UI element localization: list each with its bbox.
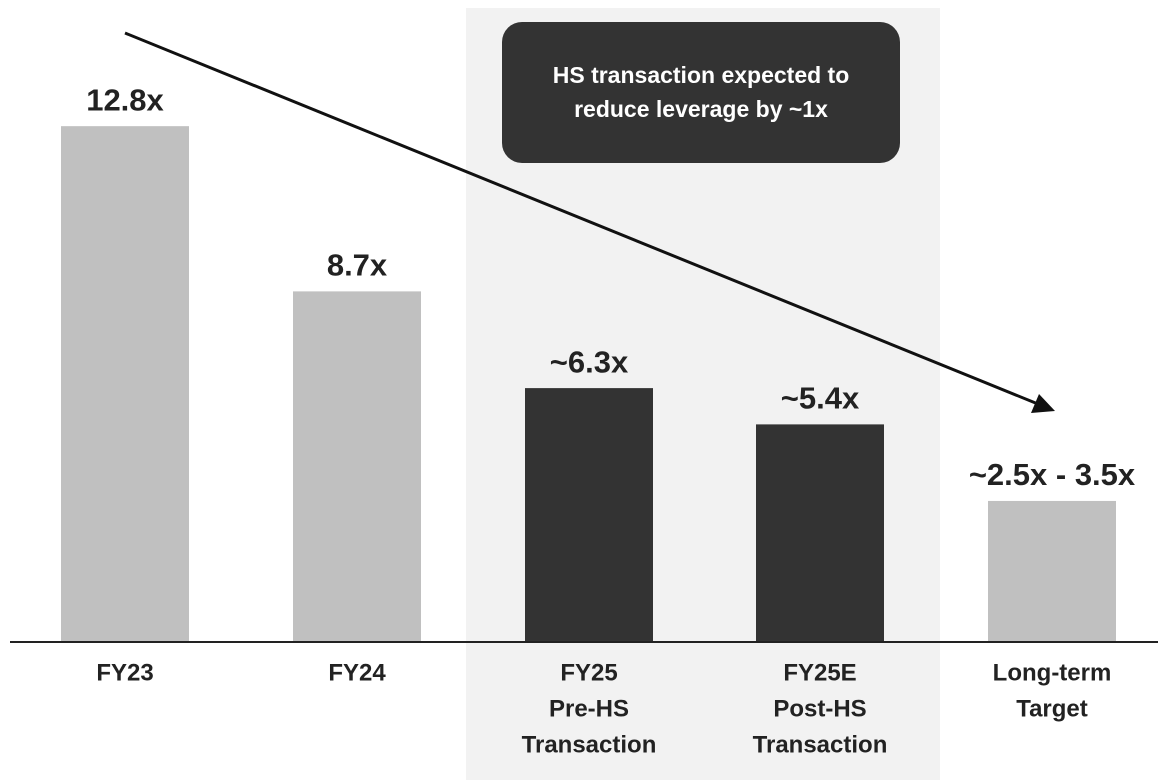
bar [756, 424, 884, 642]
value-label: 8.7x [327, 248, 388, 283]
x-tick-label: FY25 [560, 659, 617, 686]
value-label: ~2.5x - 3.5x [969, 457, 1136, 492]
annotation: reduce leverage by ~1x [574, 96, 828, 122]
x-tick-label: Post-HS [773, 695, 866, 722]
x-tick-label: FY23 [96, 659, 153, 686]
value-label: 12.8x [86, 82, 164, 117]
x-tick-label: Target [1016, 695, 1088, 722]
annotation: HS transaction expected to [553, 62, 850, 88]
x-tick-label: Pre-HS [549, 695, 629, 722]
labels: 12.8x FY23 8.7x FY24 ~6.3x FY25 Pre-HS Transact… [86, 82, 1136, 758]
trend-arrow [124, 31, 1039, 406]
arrow-head [1031, 394, 1055, 413]
annotation-box [502, 22, 900, 163]
bar [61, 126, 189, 642]
x-tick-label: Transaction [753, 731, 888, 758]
value-label: ~6.3x [550, 344, 629, 379]
value-label: ~5.4x [781, 381, 860, 416]
bar [293, 291, 421, 642]
bar [988, 500, 1116, 642]
bars [61, 126, 1116, 642]
x-tick-label: FY25E [783, 659, 856, 686]
x-tick-label: Long-term [993, 659, 1112, 686]
bar [525, 388, 653, 642]
x-tick-label: Transaction [522, 731, 657, 758]
x-tick-label: FY24 [328, 659, 386, 686]
